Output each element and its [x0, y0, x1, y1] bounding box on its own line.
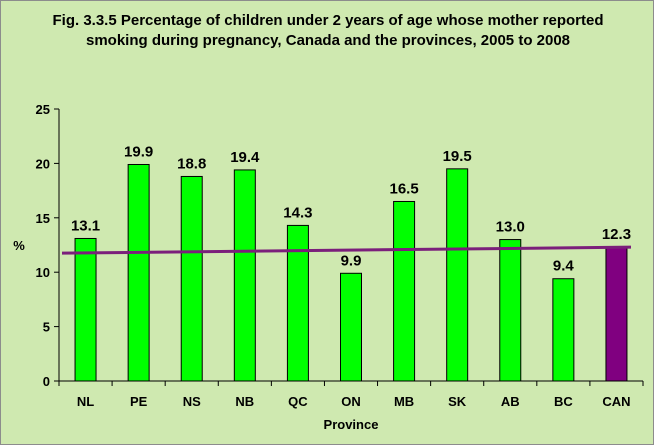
y-tick-label: 20	[36, 156, 50, 171]
x-tick-label: AB	[501, 394, 520, 409]
y-tick-label: 10	[36, 265, 50, 280]
data-label: 13.0	[496, 219, 525, 236]
y-axis-label: %	[13, 238, 25, 253]
data-label: 9.4	[553, 258, 575, 275]
x-tick-label: ON	[341, 394, 361, 409]
reference-line-group	[61, 245, 632, 255]
bar-pe	[127, 163, 150, 382]
x-tick-label: MB	[394, 394, 414, 409]
data-label: 19.9	[124, 143, 153, 160]
bar-ns	[180, 175, 203, 382]
y-tick-label: 5	[43, 320, 50, 335]
data-label: 16.5	[389, 180, 418, 197]
x-tick-label: CAN	[602, 394, 630, 409]
data-label: 19.5	[443, 148, 472, 165]
bar-sk	[446, 168, 469, 382]
x-tick-label: NS	[183, 394, 201, 409]
x-tick-label: NL	[77, 394, 94, 409]
bar-qc	[286, 224, 309, 382]
y-tick-label: 15	[36, 211, 50, 226]
x-tick-label: BC	[554, 394, 573, 409]
bars	[74, 163, 628, 382]
data-label: 13.1	[71, 217, 100, 234]
chart-title: Fig. 3.3.5 Percentage of children under …	[52, 12, 604, 49]
bar-nb	[233, 169, 256, 382]
y-tick-label: 0	[43, 374, 50, 389]
y-ticks: 0 5 10 15 20 25	[36, 102, 59, 389]
x-tick-label: SK	[448, 394, 467, 409]
x-axis-label: Province	[324, 417, 379, 432]
bar-mb	[393, 200, 416, 382]
bar-nl	[74, 237, 97, 382]
x-tick-label: NB	[235, 394, 254, 409]
bar-ab	[499, 239, 522, 382]
bar-bc	[552, 278, 575, 382]
data-label: 12.3	[602, 226, 631, 243]
x-tick-label: PE	[130, 394, 148, 409]
data-label: 18.8	[177, 155, 206, 172]
bar-can	[605, 246, 628, 382]
y-tick-label: 25	[36, 102, 50, 117]
data-labels: 13.1 19.9 18.8 19.4 14.3 9.9 16.5 19.5 13.0 9.4 12…	[71, 143, 631, 274]
bar-on	[340, 272, 362, 382]
reference-line	[61, 245, 632, 255]
data-label: 19.4	[230, 149, 260, 166]
data-label: 14.3	[283, 204, 312, 221]
x-tick-label: QC	[288, 394, 308, 409]
data-label: 9.9	[341, 252, 362, 269]
x-ticks: NL PE NS NB QC ON MB SK AB BC CAN	[58, 381, 644, 409]
